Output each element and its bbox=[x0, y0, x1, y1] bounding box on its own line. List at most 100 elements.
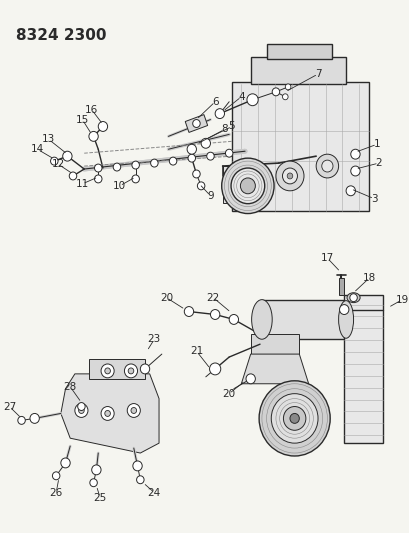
Circle shape bbox=[192, 170, 200, 178]
Text: 21: 21 bbox=[189, 346, 202, 356]
Polygon shape bbox=[61, 374, 159, 453]
Polygon shape bbox=[250, 334, 299, 354]
Polygon shape bbox=[222, 166, 245, 203]
Circle shape bbox=[315, 154, 338, 178]
Ellipse shape bbox=[338, 301, 353, 338]
Circle shape bbox=[240, 178, 255, 194]
Text: 8: 8 bbox=[220, 124, 227, 134]
Circle shape bbox=[184, 306, 193, 317]
Circle shape bbox=[350, 149, 359, 159]
Text: 17: 17 bbox=[320, 253, 333, 263]
Circle shape bbox=[105, 368, 110, 374]
Circle shape bbox=[101, 364, 114, 378]
Circle shape bbox=[286, 173, 292, 179]
Text: 19: 19 bbox=[395, 295, 408, 305]
Circle shape bbox=[127, 403, 140, 417]
Circle shape bbox=[321, 160, 332, 172]
Circle shape bbox=[187, 144, 196, 154]
Circle shape bbox=[201, 139, 210, 148]
Circle shape bbox=[197, 182, 204, 190]
Text: 5: 5 bbox=[228, 122, 235, 132]
Circle shape bbox=[90, 479, 97, 487]
Circle shape bbox=[275, 161, 303, 191]
Circle shape bbox=[124, 364, 137, 378]
Circle shape bbox=[77, 402, 85, 410]
Circle shape bbox=[188, 154, 195, 162]
Circle shape bbox=[282, 94, 288, 100]
Circle shape bbox=[221, 158, 273, 214]
Circle shape bbox=[18, 416, 25, 424]
Text: 13: 13 bbox=[42, 134, 55, 144]
Circle shape bbox=[210, 310, 219, 319]
Text: 15: 15 bbox=[76, 115, 89, 125]
Text: 11: 11 bbox=[76, 179, 89, 189]
Circle shape bbox=[75, 403, 88, 417]
Circle shape bbox=[272, 88, 279, 96]
Circle shape bbox=[94, 175, 102, 183]
Text: 14: 14 bbox=[31, 144, 44, 154]
Circle shape bbox=[50, 157, 58, 165]
Circle shape bbox=[283, 407, 305, 430]
Polygon shape bbox=[338, 278, 344, 295]
Polygon shape bbox=[241, 354, 308, 384]
Circle shape bbox=[258, 381, 329, 456]
Text: 1: 1 bbox=[373, 139, 379, 149]
Text: 3: 3 bbox=[370, 193, 377, 204]
Circle shape bbox=[136, 476, 144, 484]
Circle shape bbox=[245, 374, 255, 384]
Text: 9: 9 bbox=[207, 191, 213, 201]
Circle shape bbox=[132, 161, 139, 169]
Circle shape bbox=[61, 458, 70, 468]
Circle shape bbox=[92, 465, 101, 475]
Circle shape bbox=[79, 408, 84, 414]
Circle shape bbox=[140, 364, 149, 374]
Polygon shape bbox=[185, 115, 207, 132]
Circle shape bbox=[209, 363, 220, 375]
Circle shape bbox=[339, 304, 348, 314]
Circle shape bbox=[52, 472, 60, 480]
Circle shape bbox=[225, 149, 232, 157]
Ellipse shape bbox=[251, 300, 272, 339]
Text: 27: 27 bbox=[3, 401, 16, 411]
Polygon shape bbox=[89, 359, 145, 379]
Circle shape bbox=[215, 109, 224, 118]
Circle shape bbox=[132, 175, 139, 183]
Polygon shape bbox=[250, 57, 345, 84]
Text: 7: 7 bbox=[314, 69, 321, 79]
Text: 25: 25 bbox=[93, 492, 106, 503]
Text: 20: 20 bbox=[160, 293, 173, 303]
Text: 10: 10 bbox=[113, 181, 126, 191]
Circle shape bbox=[231, 168, 264, 204]
Ellipse shape bbox=[346, 293, 359, 303]
Text: 23: 23 bbox=[147, 334, 161, 344]
Circle shape bbox=[113, 163, 120, 171]
Text: 24: 24 bbox=[147, 488, 161, 498]
Text: 6: 6 bbox=[211, 96, 218, 107]
Circle shape bbox=[206, 152, 213, 160]
Circle shape bbox=[345, 186, 355, 196]
Polygon shape bbox=[261, 300, 345, 339]
Text: 26: 26 bbox=[49, 488, 63, 498]
Circle shape bbox=[130, 408, 136, 414]
Circle shape bbox=[150, 159, 158, 167]
Text: 18: 18 bbox=[362, 273, 375, 283]
Circle shape bbox=[271, 394, 317, 443]
Circle shape bbox=[282, 168, 297, 184]
Polygon shape bbox=[266, 44, 331, 59]
Circle shape bbox=[349, 294, 356, 302]
Circle shape bbox=[169, 157, 176, 165]
Text: 16: 16 bbox=[85, 104, 98, 115]
Circle shape bbox=[229, 314, 238, 325]
Circle shape bbox=[94, 164, 102, 172]
Circle shape bbox=[350, 166, 359, 176]
Circle shape bbox=[89, 132, 98, 141]
Text: 4: 4 bbox=[238, 92, 244, 102]
Circle shape bbox=[30, 414, 39, 423]
Polygon shape bbox=[231, 82, 369, 211]
Text: 22: 22 bbox=[206, 293, 219, 303]
Circle shape bbox=[133, 461, 142, 471]
Circle shape bbox=[98, 122, 107, 132]
Text: 12: 12 bbox=[51, 159, 65, 169]
Circle shape bbox=[69, 172, 76, 180]
Text: 2: 2 bbox=[375, 158, 381, 168]
